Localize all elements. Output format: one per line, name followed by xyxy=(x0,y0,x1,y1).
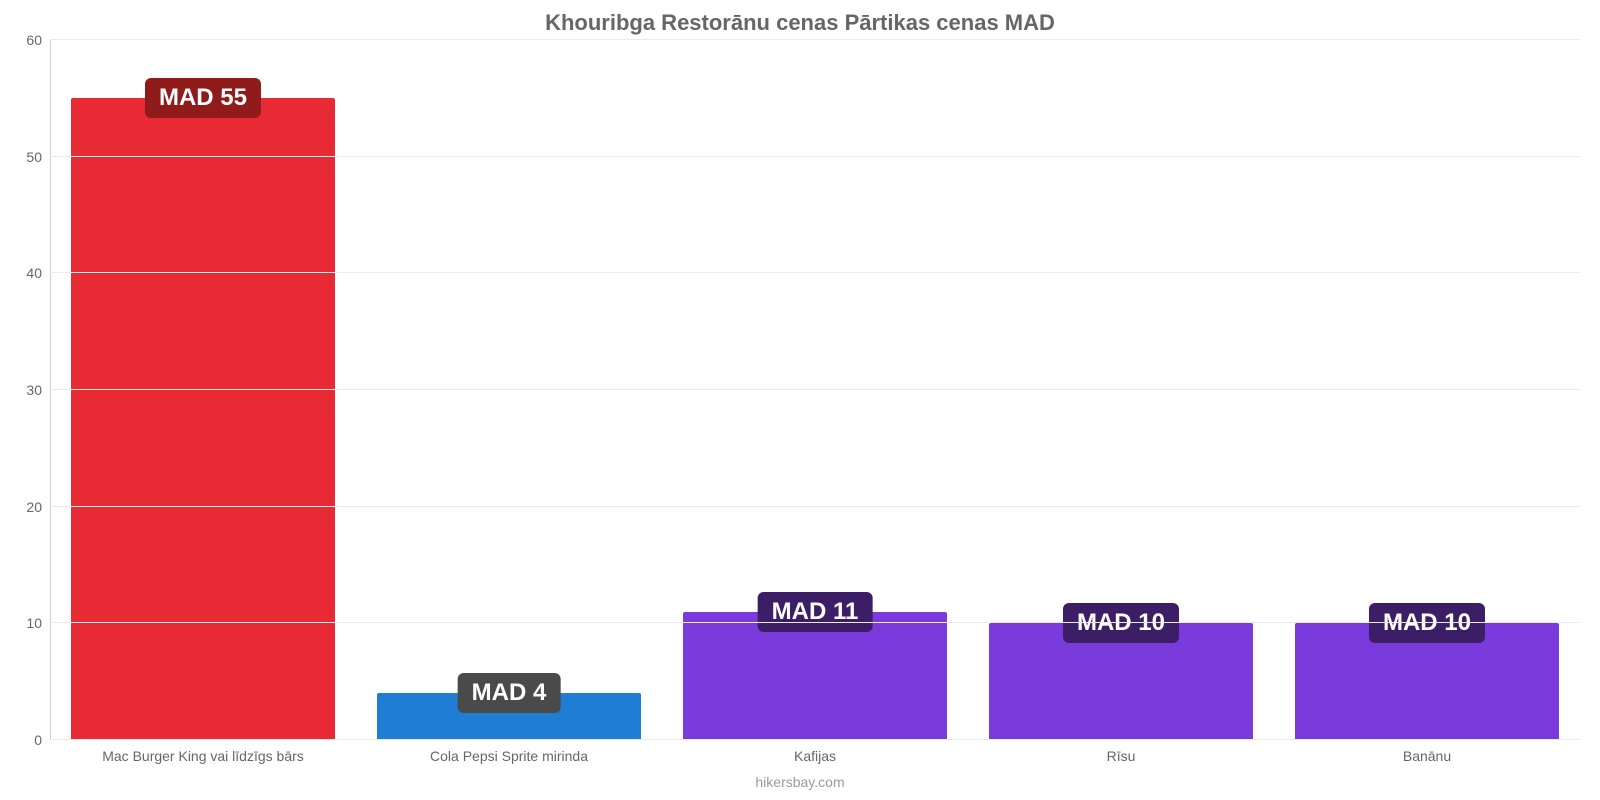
gridline xyxy=(50,156,1580,157)
gridline xyxy=(50,39,1580,40)
gridline xyxy=(50,389,1580,390)
chart-title: Khouribga Restorānu cenas Pārtikas cenas… xyxy=(0,10,1600,36)
gridline xyxy=(50,622,1580,623)
value-badge: MAD 4 xyxy=(458,673,561,713)
value-badge: MAD 55 xyxy=(145,78,261,118)
x-axis-label: Cola Pepsi Sprite mirinda xyxy=(356,748,662,764)
attribution-text: hikersbay.com xyxy=(0,774,1600,790)
gridline xyxy=(50,739,1580,740)
value-badge: MAD 10 xyxy=(1063,603,1179,643)
bar-slot: MAD 10 xyxy=(1274,40,1580,740)
value-badge: MAD 10 xyxy=(1369,603,1485,643)
chart-container: Khouribga Restorānu cenas Pārtikas cenas… xyxy=(0,0,1600,800)
y-tick-label: 30 xyxy=(26,382,42,398)
bar xyxy=(71,98,334,740)
x-axis-label: Mac Burger King vai līdzīgs bārs xyxy=(50,748,356,764)
y-tick-label: 10 xyxy=(26,615,42,631)
x-axis-label: Rīsu xyxy=(968,748,1274,764)
value-badge: MAD 11 xyxy=(758,592,873,632)
x-axis-label: Banānu xyxy=(1274,748,1580,764)
plot-area: MAD 55MAD 4MAD 11MAD 10MAD 10 0102030405… xyxy=(50,40,1580,740)
bar-slot: MAD 55 xyxy=(50,40,356,740)
y-tick-label: 0 xyxy=(34,732,42,748)
y-tick-label: 50 xyxy=(26,149,42,165)
bars-group: MAD 55 MAD 4 MAD 11 MAD 10 MAD 10 xyxy=(50,40,1580,740)
bar-slot: MAD 4 xyxy=(356,40,662,740)
gridline xyxy=(50,272,1580,273)
gridline xyxy=(50,506,1580,507)
y-tick-label: 40 xyxy=(26,265,42,281)
y-tick-label: 20 xyxy=(26,499,42,515)
y-tick-label: 60 xyxy=(26,32,42,48)
bar-slot: MAD 11 xyxy=(662,40,968,740)
x-axis-labels: Mac Burger King vai līdzīgs bārsCola Pep… xyxy=(50,748,1580,764)
x-axis-label: Kafijas xyxy=(662,748,968,764)
bar-slot: MAD 10 xyxy=(968,40,1274,740)
